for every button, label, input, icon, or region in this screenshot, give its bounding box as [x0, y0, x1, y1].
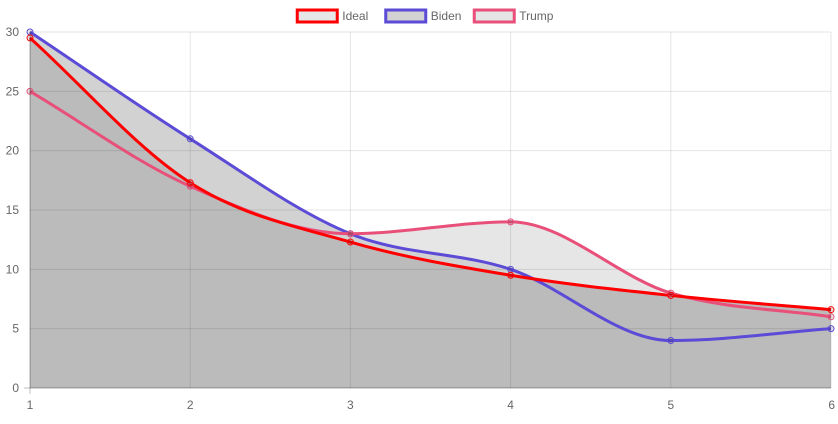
data-point-trump[interactable]	[186, 182, 194, 190]
data-point-biden[interactable]	[186, 135, 194, 143]
series-line-ideal	[28, 36, 832, 312]
legend-label: Ideal	[342, 9, 368, 23]
y-tick-label: 30	[6, 25, 20, 39]
legend-item-ideal[interactable]: Ideal	[295, 8, 368, 24]
axes: 0 5 10 15 20 25 30 1 2 3 4 5 6	[6, 25, 836, 412]
legend[interactable]: Ideal Biden Trump	[295, 8, 554, 24]
data-point-trump[interactable]	[827, 313, 835, 321]
grid	[29, 31, 832, 389]
legend-swatch	[472, 8, 516, 24]
data-point-trump[interactable]	[667, 289, 675, 297]
data-point-ideal[interactable]	[26, 34, 34, 42]
x-tick-label: 2	[187, 398, 194, 412]
data-point-ideal[interactable]	[507, 271, 515, 279]
y-tick-label: 5	[12, 322, 19, 336]
y-tick-label: 15	[6, 203, 20, 217]
data-point-ideal[interactable]	[667, 291, 675, 299]
data-point-biden[interactable]	[827, 325, 835, 333]
y-tick-label: 0	[12, 381, 19, 395]
x-tick-label: 4	[507, 398, 514, 412]
x-tick-label: 6	[828, 398, 835, 412]
data-points	[26, 28, 835, 345]
data-point-biden[interactable]	[667, 337, 675, 345]
legend-item-biden[interactable]: Biden	[384, 8, 462, 24]
legend-swatch	[384, 8, 428, 24]
legend-item-trump[interactable]: Trump	[472, 8, 554, 24]
data-point-trump[interactable]	[26, 87, 34, 95]
series-line-biden	[29, 30, 832, 343]
x-tick-label: 1	[27, 398, 34, 412]
x-tick-label: 5	[667, 398, 674, 412]
area-fills	[30, 32, 831, 389]
data-point-ideal[interactable]	[346, 238, 354, 246]
y-tick-label: 20	[6, 144, 20, 158]
legend-label: Trump	[519, 9, 554, 23]
data-point-ideal[interactable]	[186, 179, 194, 187]
legend-label: Biden	[431, 9, 462, 23]
legend-swatch	[295, 8, 339, 24]
area-fill-ideal	[30, 37, 831, 389]
series-lines	[28, 30, 832, 343]
data-point-trump[interactable]	[346, 230, 354, 238]
data-point-trump[interactable]	[507, 218, 515, 226]
y-tick-label: 25	[6, 84, 20, 98]
data-point-ideal[interactable]	[827, 306, 835, 314]
data-point-biden[interactable]	[507, 265, 515, 273]
x-tick-label: 3	[347, 398, 354, 412]
y-tick-label: 10	[6, 262, 20, 276]
